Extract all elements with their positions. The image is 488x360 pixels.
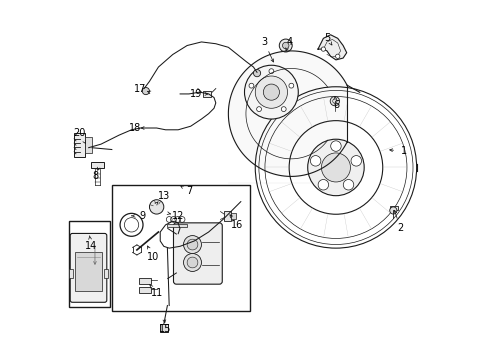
Circle shape [282,42,288,49]
Bar [91,162,104,168]
Text: 15: 15 [159,324,171,334]
Circle shape [310,156,320,166]
Circle shape [307,139,364,196]
Text: 2: 2 [397,224,403,233]
Bar [139,278,151,284]
Circle shape [149,200,163,214]
Text: 5: 5 [323,33,329,43]
Circle shape [318,180,328,190]
Bar [69,269,73,278]
Circle shape [255,76,287,108]
Polygon shape [317,35,346,60]
Circle shape [281,107,285,112]
Bar [112,185,249,311]
Circle shape [321,47,325,51]
Circle shape [244,65,298,119]
Bar [224,211,230,221]
Circle shape [389,207,396,214]
Circle shape [268,69,273,73]
Circle shape [288,83,293,88]
Bar [104,269,108,278]
Bar [85,137,92,153]
Bar [159,324,168,332]
Text: 16: 16 [231,220,243,230]
Text: 1: 1 [400,146,407,156]
Bar [230,213,235,219]
Text: 13: 13 [157,191,170,201]
Text: 14: 14 [85,241,97,251]
Circle shape [187,239,198,250]
Bar [74,134,85,157]
Bar [389,206,397,211]
Circle shape [335,54,339,58]
Text: 8: 8 [92,171,99,181]
Bar [69,221,110,307]
Circle shape [187,257,198,268]
Polygon shape [202,91,211,97]
Text: 20: 20 [73,129,85,138]
Text: 10: 10 [146,252,159,262]
Circle shape [279,39,292,52]
Circle shape [248,83,253,88]
Circle shape [183,235,201,253]
Bar [75,252,102,291]
FancyBboxPatch shape [173,223,222,284]
Text: 7: 7 [185,186,192,196]
Text: 4: 4 [285,37,292,47]
Bar [167,224,187,226]
Circle shape [329,96,339,106]
Circle shape [183,253,201,271]
Text: 17: 17 [134,84,146,94]
Circle shape [321,153,350,182]
Circle shape [256,107,261,112]
Bar [139,287,151,293]
Circle shape [263,84,279,100]
Text: 19: 19 [189,89,202,99]
Circle shape [253,69,260,77]
Circle shape [142,87,149,95]
Circle shape [350,156,361,166]
Text: 3: 3 [261,37,267,47]
Circle shape [343,180,353,190]
Text: 6: 6 [332,100,338,110]
FancyBboxPatch shape [70,233,106,302]
Text: 12: 12 [172,211,184,221]
Text: 18: 18 [129,123,141,133]
Text: 11: 11 [150,288,163,298]
Circle shape [330,141,341,151]
Text: 9: 9 [139,211,145,221]
